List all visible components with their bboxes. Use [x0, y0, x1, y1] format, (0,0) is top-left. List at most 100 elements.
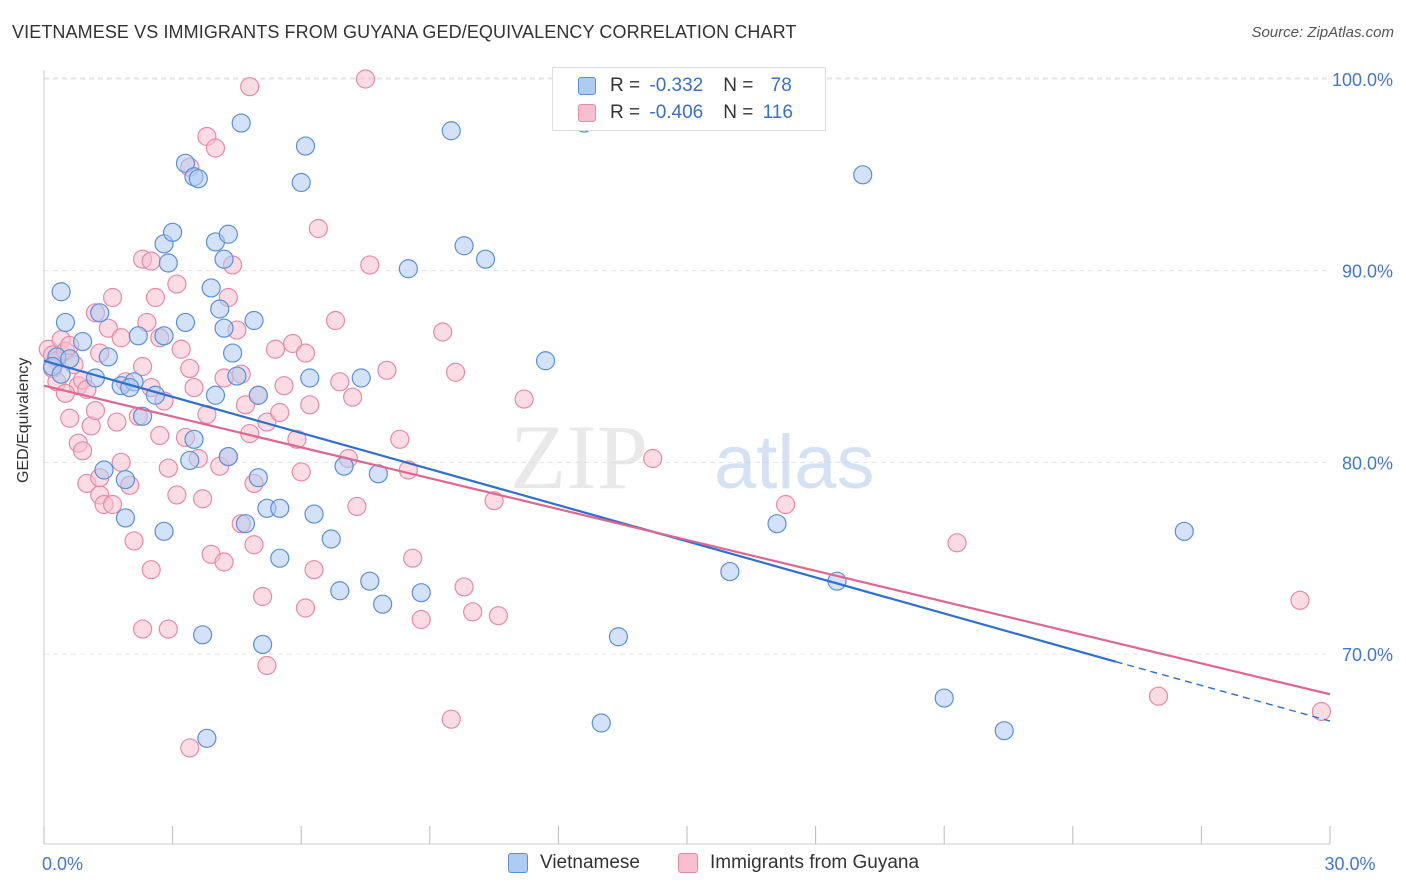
legend-item-guyana: Immigrants from Guyana	[678, 852, 919, 874]
data-point-guyana	[141, 560, 161, 580]
data-point-vietnamese	[175, 312, 196, 333]
data-point-vietnamese	[210, 299, 230, 319]
data-point-vietnamese	[373, 594, 393, 614]
data-point-vietnamese	[214, 249, 234, 269]
data-point-guyana	[270, 402, 290, 423]
data-point-vietnamese	[55, 312, 76, 333]
watermark-zip: ZIP	[510, 406, 648, 508]
data-point-guyana	[488, 606, 508, 626]
data-point-guyana	[308, 218, 328, 239]
data-point-guyana	[355, 69, 376, 89]
data-point-vietnamese	[223, 343, 243, 363]
trend-line-vietnamese	[43, 359, 1116, 663]
source-label: Source: ZipAtlas.com	[1251, 24, 1394, 41]
data-point-guyana	[283, 333, 303, 354]
data-point-guyana	[295, 343, 316, 363]
legend-n-value: 78	[770, 75, 792, 96]
legend-row-guyana: R = -0.406 N = 116	[578, 100, 793, 126]
data-point-vietnamese	[441, 121, 461, 141]
data-point-guyana	[287, 429, 307, 449]
data-point-guyana	[377, 360, 397, 380]
data-point-vietnamese	[90, 303, 110, 323]
data-point-guyana	[240, 77, 260, 97]
legend-swatch-vietnamese	[578, 77, 596, 95]
data-point-vietnamese	[411, 583, 431, 603]
data-point-vietnamese	[51, 282, 71, 302]
data-point-guyana	[158, 619, 178, 639]
data-point-guyana	[775, 494, 796, 515]
y-tick-label: 80.0%	[1342, 453, 1393, 473]
data-point-vietnamese	[248, 385, 268, 405]
data-point-vietnamese	[128, 326, 148, 346]
data-point-vietnamese	[175, 153, 196, 173]
data-point-guyana	[463, 602, 483, 622]
legend-label-vietnamese: Vietnamese	[540, 852, 640, 873]
legend-swatch-guyana	[578, 104, 596, 122]
data-point-vietnamese	[94, 460, 114, 480]
data-point-vietnamese	[197, 728, 217, 748]
data-point-guyana	[330, 372, 350, 392]
data-point-guyana	[102, 287, 123, 308]
data-point-vietnamese	[218, 224, 238, 244]
data-point-guyana	[137, 312, 157, 333]
data-point-vietnamese	[535, 351, 556, 371]
data-point-vietnamese	[218, 446, 238, 467]
data-point-vietnamese	[115, 508, 136, 528]
data-point-vietnamese	[205, 385, 226, 405]
data-point-vietnamese	[253, 634, 273, 655]
data-point-vietnamese	[475, 249, 496, 269]
tick-labels: 70.0% 80.0% 90.0% 100.0% 0.0% 30.0%	[42, 70, 1393, 874]
data-point-vietnamese	[244, 310, 264, 331]
data-point-guyana	[85, 400, 106, 421]
data-point-guyana	[274, 376, 294, 396]
data-point-vietnamese	[304, 504, 324, 524]
data-point-guyana	[184, 377, 204, 398]
data-point-guyana	[150, 425, 170, 446]
data-point-guyana	[214, 552, 234, 572]
data-point-vietnamese	[201, 278, 221, 298]
data-point-guyana	[158, 458, 178, 478]
data-point-vietnamese	[248, 468, 268, 488]
legend-n-value: 116	[762, 102, 793, 123]
data-point-vietnamese	[300, 368, 320, 388]
watermark-atlas: atlas	[714, 420, 875, 505]
chart-title: VIETNAMESE VS IMMIGRANTS FROM GUYANA GED…	[12, 22, 797, 42]
data-point-guyana	[60, 408, 80, 428]
data-point-vietnamese	[154, 521, 174, 541]
x-tick-label: 0.0%	[42, 854, 83, 874]
legend-r-label: R =	[610, 102, 646, 123]
data-point-vietnamese	[193, 625, 213, 645]
x-tick-label: 30.0%	[1324, 854, 1375, 874]
data-point-guyana	[124, 531, 144, 551]
data-point-guyana	[167, 274, 187, 294]
legend-item-vietnamese: Vietnamese	[508, 852, 640, 874]
data-point-guyana	[433, 322, 453, 342]
data-point-guyana	[107, 412, 127, 432]
data-point-vietnamese	[291, 172, 311, 193]
series-legend: Vietnamese Immigrants from Guyana	[0, 852, 1406, 876]
legend-n-label: N =	[723, 75, 759, 96]
data-point-vietnamese	[934, 688, 954, 708]
data-point-guyana	[102, 494, 123, 515]
data-point-vietnamese	[214, 318, 234, 338]
data-point-guyana	[193, 489, 213, 509]
legend-swatch-guyana	[678, 853, 698, 873]
data-point-vietnamese	[454, 236, 474, 256]
data-point-vietnamese	[115, 469, 136, 490]
data-point-guyana	[445, 362, 466, 382]
trend-line-vietnamese-extension	[1115, 660, 1331, 722]
legend-r-value: -0.332	[649, 75, 704, 96]
data-point-vietnamese	[321, 529, 341, 549]
data-point-guyana	[253, 586, 273, 607]
data-point-guyana	[441, 709, 461, 729]
data-point-guyana	[643, 448, 663, 469]
data-point-guyana	[132, 356, 153, 377]
data-point-guyana	[295, 598, 316, 618]
data-point-vietnamese	[295, 136, 316, 156]
data-point-vietnamese	[398, 259, 418, 279]
data-point-guyana	[514, 389, 534, 409]
data-point-guyana	[390, 429, 410, 449]
data-point-vietnamese	[180, 450, 200, 471]
data-point-vietnamese	[270, 498, 290, 518]
legend-swatch-vietnamese	[508, 853, 528, 873]
